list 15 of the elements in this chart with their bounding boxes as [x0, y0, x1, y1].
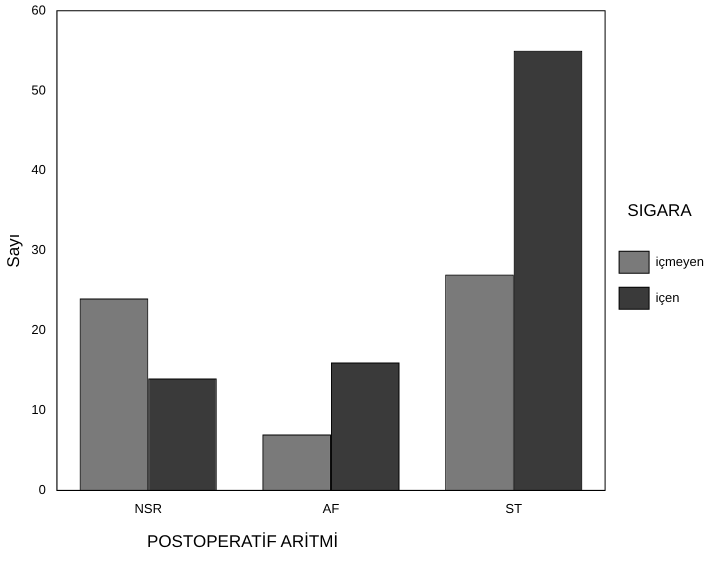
- y-tick-label: 20: [31, 322, 46, 338]
- y-tick-label: 60: [31, 2, 46, 18]
- y-tick-label: 30: [31, 242, 46, 258]
- y-tick-label: 50: [31, 82, 46, 98]
- x-tick-label: AF: [322, 500, 340, 516]
- legend-label: içmeyen: [656, 254, 704, 269]
- x-axis-title: POSTOPERATİF ARİTMİ: [147, 532, 338, 552]
- legend-title: SIGARA: [627, 200, 692, 220]
- legend-label: içen: [656, 290, 680, 305]
- y-tick-label: 10: [31, 402, 46, 418]
- x-tick-label: ST: [505, 500, 522, 516]
- y-tick-label: 0: [38, 482, 46, 497]
- x-tick-label: NSR: [134, 500, 162, 516]
- y-tick-label: 40: [31, 162, 46, 178]
- y-axis-title: Sayı: [4, 234, 23, 268]
